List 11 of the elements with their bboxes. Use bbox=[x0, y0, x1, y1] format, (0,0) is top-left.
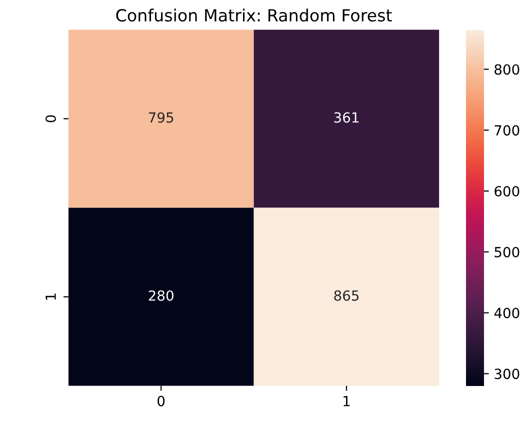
color-bar-label: 400 bbox=[494, 308, 520, 318]
color-bar-label: 700 bbox=[494, 125, 520, 136]
color-bar-label: 800 bbox=[494, 64, 520, 75]
data-label: 865 bbox=[334, 290, 359, 301]
chart-title: Confusion Matrix: Random Forest bbox=[116, 8, 392, 22]
color-bar-label: 500 bbox=[494, 246, 520, 258]
color-bar-label: 300 bbox=[494, 368, 520, 380]
data-label: 361 bbox=[334, 112, 358, 123]
color-bar-label: 600 bbox=[494, 186, 520, 196]
data-label: 280 bbox=[148, 290, 174, 301]
data-label: 795 bbox=[148, 112, 174, 123]
